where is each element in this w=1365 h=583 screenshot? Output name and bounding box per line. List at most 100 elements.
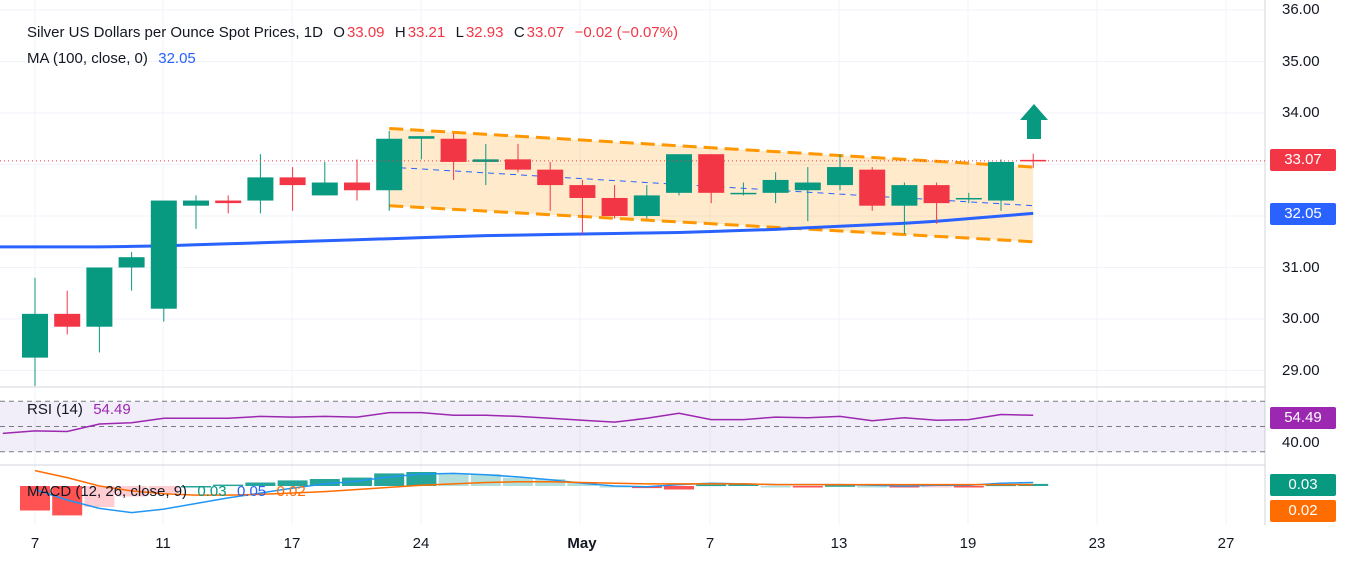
ma-price-badge: 32.05 bbox=[1270, 203, 1336, 225]
price-tick: 36.00 bbox=[1282, 1, 1320, 18]
time-tick: 24 bbox=[412, 535, 430, 552]
candle-body bbox=[794, 182, 821, 191]
candle-body bbox=[344, 182, 370, 191]
price-tick: 35.00 bbox=[1282, 52, 1320, 70]
macd-histogram-bar bbox=[728, 483, 759, 486]
chart-grid bbox=[0, 0, 1266, 525]
macd-signal-line bbox=[34, 469, 1034, 496]
low-label: L bbox=[455, 24, 464, 41]
macd-histogram-bar bbox=[309, 479, 340, 486]
change-value: −0.02 (−0.07%) bbox=[574, 24, 678, 41]
macd-histogram-bar bbox=[792, 486, 823, 488]
ma-legend: MA (100, close, 0) 32.05 bbox=[27, 50, 198, 67]
candle-body bbox=[569, 185, 596, 198]
macd-line-value: 0.05 bbox=[236, 483, 267, 500]
open-value: 33.09 bbox=[346, 24, 385, 41]
time-tick: 11 bbox=[155, 535, 171, 552]
rsi-legend: RSI (14) 54.49 bbox=[27, 401, 133, 418]
candle-body bbox=[923, 185, 950, 204]
price-tick: 31.00 bbox=[1282, 258, 1320, 276]
candle-body bbox=[150, 200, 177, 309]
macd-histogram-bar bbox=[181, 486, 211, 488]
time-tick: 19 bbox=[959, 535, 977, 552]
rsi-line bbox=[2, 411, 1034, 435]
macd-histogram-bar bbox=[245, 482, 276, 486]
time-tick: May bbox=[567, 535, 597, 552]
macd-histogram-bar bbox=[213, 484, 244, 487]
price-tick: 30.00 bbox=[1282, 310, 1320, 327]
price-tick: 34.00 bbox=[1282, 104, 1320, 121]
candle-body bbox=[311, 182, 338, 196]
candle-body bbox=[54, 313, 81, 327]
ma-value: 32.05 bbox=[158, 50, 196, 67]
candle-body bbox=[472, 159, 499, 162]
macd-signal-value: 0.02 bbox=[276, 483, 306, 500]
candle-body bbox=[827, 167, 853, 186]
candle-body bbox=[247, 177, 274, 201]
time-tick: 7 bbox=[30, 535, 40, 552]
candlesticks bbox=[22, 131, 1047, 386]
candle-body bbox=[86, 267, 113, 327]
candle-body bbox=[408, 136, 435, 139]
candle-body bbox=[537, 169, 564, 186]
candle-body bbox=[859, 169, 886, 206]
macd-histogram-bar bbox=[84, 486, 115, 507]
candle-body bbox=[183, 200, 209, 206]
rsi-badge: 54.49 bbox=[1270, 407, 1336, 429]
candle-body bbox=[633, 195, 660, 216]
close-value: 33.07 bbox=[526, 24, 565, 41]
candle-body bbox=[1020, 159, 1047, 162]
candle-body bbox=[22, 313, 48, 358]
open-label: O bbox=[333, 24, 345, 41]
time-tick: 27 bbox=[1217, 535, 1235, 552]
candle-body bbox=[215, 200, 242, 204]
candle-body bbox=[762, 179, 789, 193]
low-value: 32.93 bbox=[465, 24, 504, 41]
macd-histogram-bar bbox=[921, 486, 952, 488]
macd-hist-value: 0.03 bbox=[197, 483, 227, 500]
channel-upper-line bbox=[389, 126, 1034, 169]
candle-body bbox=[118, 257, 145, 268]
rsi-tick-40: 40.00 bbox=[1282, 434, 1320, 451]
candle-body bbox=[988, 161, 1014, 201]
candle-body bbox=[279, 177, 306, 186]
macd-histogram-bar bbox=[953, 486, 984, 488]
price-tick: 29.00 bbox=[1282, 361, 1320, 379]
macd-histogram-bar bbox=[567, 482, 598, 486]
price-legend: Silver US Dollars per Ounce Spot Prices,… bbox=[27, 24, 680, 41]
macd-histogram-bar bbox=[825, 485, 855, 487]
macd-histogram-bar bbox=[148, 486, 179, 493]
candle-body bbox=[440, 138, 467, 162]
macd-histogram-bar bbox=[760, 486, 791, 488]
time-tick: 17 bbox=[283, 535, 301, 552]
rsi-value: 54.49 bbox=[93, 401, 131, 418]
time-tick: 7 bbox=[705, 535, 715, 552]
macd-legend: MACD (12, 26, close, 9) 0.03 0.05 0.02 bbox=[27, 483, 308, 500]
macd-signal-badge: 0.02 bbox=[1270, 500, 1336, 522]
macd-histogram-bar bbox=[857, 486, 888, 488]
rsi-label: RSI (14) bbox=[27, 401, 83, 418]
time-tick: 13 bbox=[830, 535, 848, 552]
time-tick: 23 bbox=[1088, 535, 1106, 552]
candle-body bbox=[601, 197, 628, 216]
macd-label: MACD (12, 26, close, 9) bbox=[27, 483, 188, 500]
candle-body bbox=[666, 154, 692, 193]
close-label: C bbox=[513, 24, 525, 41]
macd-histogram-bar bbox=[696, 484, 727, 487]
high-label: H bbox=[394, 24, 406, 41]
candle-body bbox=[730, 192, 757, 195]
rsi-panel bbox=[0, 400, 1265, 453]
high-value: 33.21 bbox=[407, 24, 446, 41]
macd-histogram-bar bbox=[664, 486, 694, 490]
macd-hist-badge: 0.03 bbox=[1270, 474, 1336, 496]
macd-panel bbox=[20, 469, 1049, 516]
candle-body bbox=[891, 185, 918, 206]
last-price-badge: 33.07 bbox=[1270, 149, 1336, 171]
overlays bbox=[0, 104, 1265, 162]
candle-body bbox=[698, 154, 725, 193]
symbol-title: Silver US Dollars per Ounce Spot Prices,… bbox=[27, 24, 323, 41]
candle-body bbox=[376, 138, 403, 191]
ma-label: MA (100, close, 0) bbox=[27, 50, 148, 67]
candle-body bbox=[955, 197, 982, 200]
